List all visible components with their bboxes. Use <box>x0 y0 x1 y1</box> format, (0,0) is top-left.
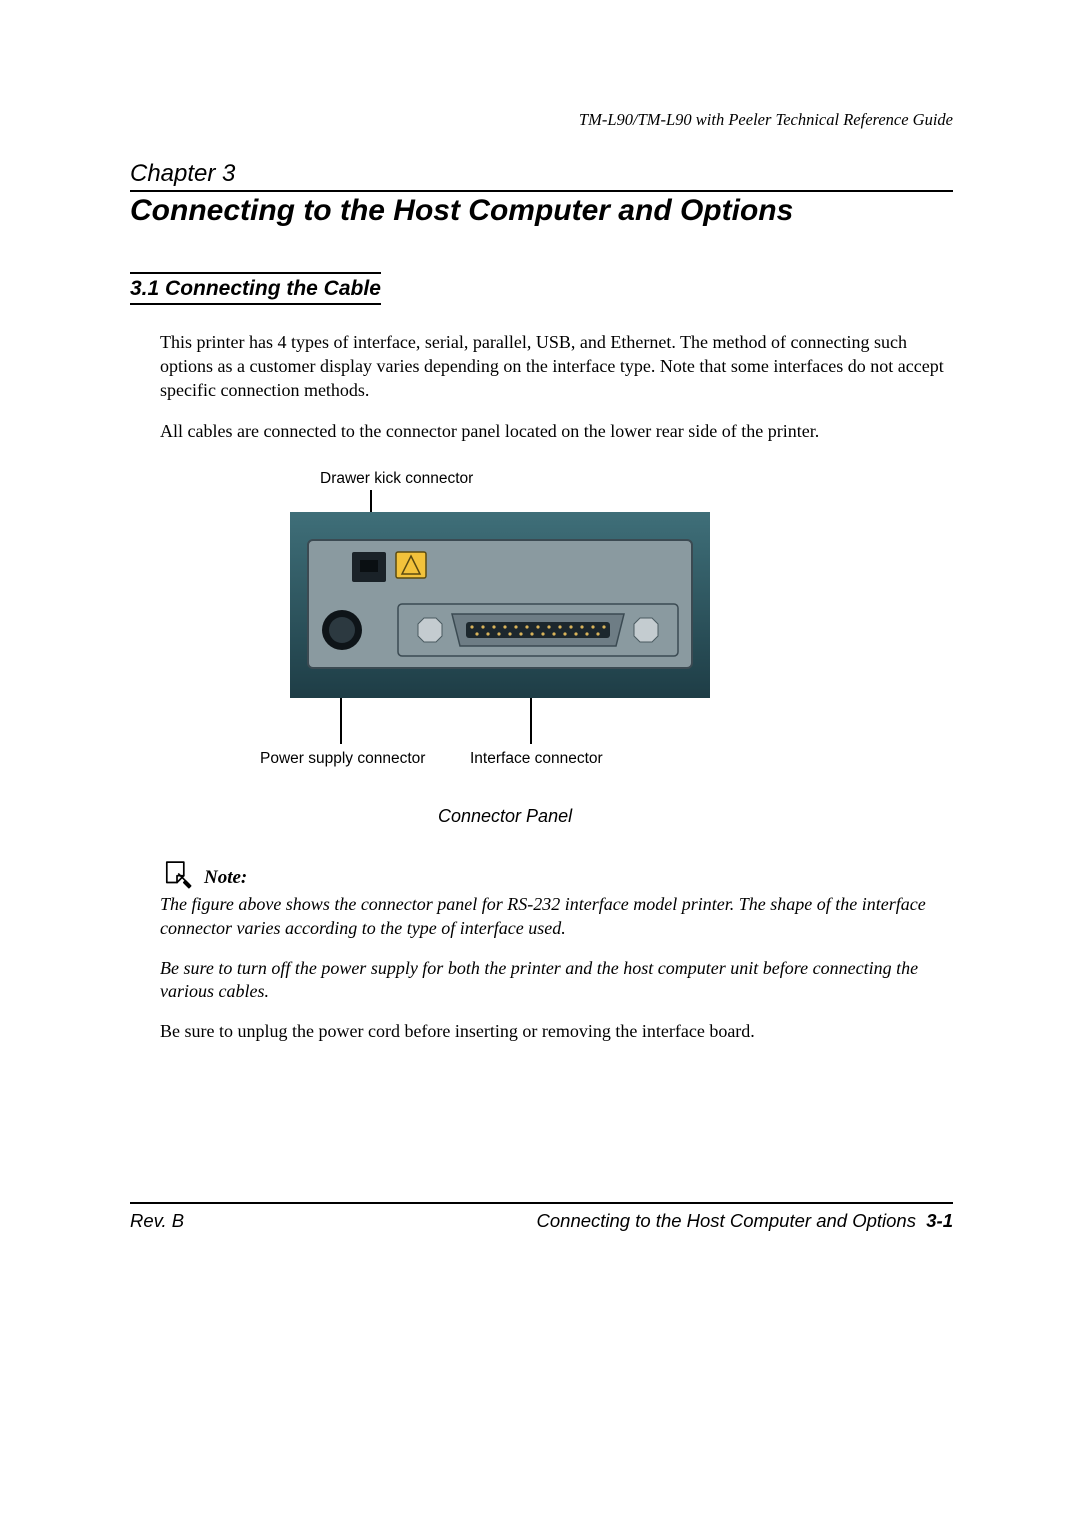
figure-leader-line <box>370 490 372 512</box>
connector-panel-photo <box>290 512 710 698</box>
note-label: Note: <box>204 867 247 891</box>
running-head: TM-L90/TM-L90 with Peeler Technical Refe… <box>130 110 953 130</box>
figure-leader-lines <box>290 698 820 744</box>
figure: Drawer kick connector <box>290 470 820 827</box>
figure-label-drawer-kick: Drawer kick connector <box>320 470 820 488</box>
page-footer: Rev. B Connecting to the Host Computer a… <box>130 1202 953 1232</box>
chapter-title: Connecting to the Host Computer and Opti… <box>130 190 953 228</box>
note-paragraph: Be sure to turn off the power supply for… <box>160 957 953 1005</box>
body-paragraph: Be sure to unplug the power cord before … <box>160 1020 953 1044</box>
footer-page-number: 3-1 <box>926 1210 953 1231</box>
footer-revision: Rev. B <box>130 1210 184 1232</box>
figure-label-power-supply: Power supply connector <box>260 750 425 768</box>
figure-label-interface: Interface connector <box>470 750 603 768</box>
note-icon <box>160 857 194 891</box>
body-paragraph: This printer has 4 types of interface, s… <box>160 331 953 402</box>
footer-section-title: Connecting to the Host Computer and Opti… <box>537 1210 916 1231</box>
note-paragraph: The figure above shows the connector pan… <box>160 893 953 941</box>
chapter-label: Chapter 3 <box>130 160 953 188</box>
figure-caption: Connector Panel <box>438 806 820 827</box>
section-heading: 3.1 Connecting the Cable <box>130 272 381 305</box>
body-content: This printer has 4 types of interface, s… <box>160 331 953 1044</box>
footer-right: Connecting to the Host Computer and Opti… <box>537 1210 954 1232</box>
body-paragraph: All cables are connected to the connecto… <box>160 420 953 444</box>
